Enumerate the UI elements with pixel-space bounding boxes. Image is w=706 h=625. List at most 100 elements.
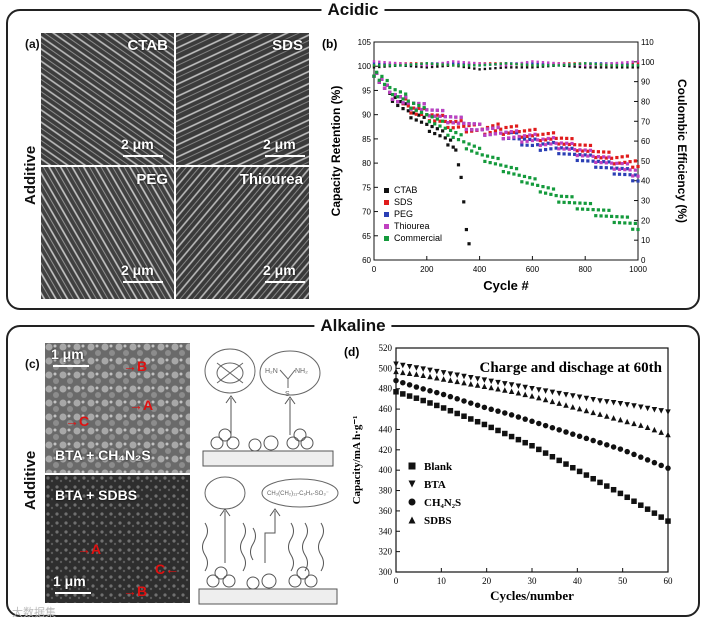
- retention-point: [441, 129, 445, 133]
- retention-point: [570, 195, 574, 199]
- data-point: [508, 412, 515, 418]
- data-point: [481, 377, 488, 383]
- efficiency-point: [473, 67, 476, 70]
- efficiency-point: [372, 64, 376, 67]
- efficiency-point: [610, 62, 613, 65]
- retention-point: [536, 183, 540, 187]
- retention-point: [586, 154, 590, 158]
- efficiency-point: [483, 63, 487, 67]
- retention-point: [623, 168, 627, 172]
- efficiency-point: [446, 63, 450, 67]
- retention-point: [546, 186, 550, 190]
- efficiency-point: [631, 66, 634, 69]
- retention-point: [504, 164, 508, 168]
- retention-point: [620, 166, 624, 171]
- retention-point: [433, 114, 437, 118]
- data-point: [610, 486, 617, 493]
- efficiency-point: [552, 64, 555, 67]
- retention-point: [536, 143, 540, 147]
- y-axis-label: Capacity/mA h·g⁻¹: [351, 416, 363, 505]
- legend-marker: [384, 224, 389, 229]
- retention-point: [536, 138, 540, 142]
- efficiency-point: [541, 61, 545, 64]
- data-point: [631, 451, 637, 458]
- retention-point: [404, 97, 408, 101]
- retention-point: [620, 155, 624, 159]
- retention-point: [591, 149, 595, 154]
- legend-label: SDBS: [424, 515, 452, 527]
- retention-point: [517, 173, 521, 177]
- x-tick-label: 800: [579, 265, 593, 274]
- retention-point: [549, 192, 553, 196]
- retention-point: [404, 95, 408, 99]
- x-axis-label: Cycle #: [483, 278, 529, 293]
- retention-point: [610, 166, 614, 170]
- marker-b-top-label: B: [137, 358, 148, 374]
- retention-point: [441, 119, 445, 123]
- retention-point: [427, 129, 432, 133]
- retention-point: [380, 74, 384, 78]
- retention-point: [575, 158, 579, 163]
- efficiency-point: [425, 64, 428, 67]
- molecule-sketch-top: H₂N NH₂ S: [204, 348, 321, 398]
- y2-tick-label: 40: [641, 177, 650, 186]
- efficiency-point: [483, 67, 487, 71]
- y-tick-label: 85: [362, 135, 371, 144]
- chart-title: Charge and dischage at 60th: [479, 360, 662, 376]
- retention-point: [435, 127, 439, 131]
- retention-point: [451, 126, 455, 130]
- data-point: [508, 382, 515, 388]
- y-tick-label: 60: [362, 256, 371, 265]
- efficiency-point: [568, 64, 571, 68]
- retention-point: [557, 152, 561, 156]
- data-point: [542, 388, 549, 394]
- data-point: [651, 426, 658, 433]
- scale-label-ctab: 2 μm: [121, 136, 154, 152]
- data-point: [522, 416, 528, 422]
- legend-label: Thiourea: [394, 221, 430, 231]
- retention-point: [570, 141, 574, 146]
- y2-tick-label: 60: [641, 137, 650, 146]
- acidic-title: Acidic: [321, 0, 385, 20]
- efficiency-point: [457, 62, 460, 65]
- data-point: [393, 389, 399, 395]
- data-point: [536, 446, 542, 453]
- efficiency-point: [626, 61, 629, 64]
- retention-point: [390, 99, 395, 103]
- adsorption-schematic: H₂N NH₂ S CH₃(CH₂)₁₁-C₆H₄-SO₃⁻: [198, 348, 339, 605]
- efficiency-point: [573, 62, 576, 66]
- x-tick-label: 0: [372, 265, 377, 274]
- data-point: [474, 418, 481, 425]
- efficiency-point: [425, 62, 428, 65]
- panel-b-tag: (b): [322, 37, 337, 51]
- efficiency-point: [636, 64, 640, 67]
- efficiency-point: [467, 64, 471, 67]
- retention-point: [464, 227, 468, 232]
- retention-point: [443, 115, 447, 119]
- retention-point: [451, 135, 455, 140]
- retention-point: [573, 143, 577, 147]
- data-point: [617, 446, 624, 452]
- legend-marker: [384, 236, 389, 241]
- retention-point: [509, 165, 513, 170]
- acidic-side-label: Additive: [22, 145, 39, 205]
- retention-point: [438, 114, 442, 118]
- efficiency-point: [615, 64, 619, 67]
- retention-point: [419, 120, 424, 124]
- y2-tick-label: 90: [641, 78, 650, 87]
- data-point: [556, 400, 562, 406]
- marker-c-top: →C: [65, 413, 90, 429]
- svg-text:NH₂: NH₂: [295, 368, 308, 375]
- retention-point: [499, 131, 503, 135]
- retention-point: [491, 126, 495, 130]
- y2-tick-label: 100: [641, 58, 655, 67]
- retention-point: [409, 106, 413, 110]
- data-point: [563, 429, 569, 435]
- retention-point: [430, 115, 434, 119]
- y-tick-label: 90: [362, 111, 371, 120]
- data-point: [413, 384, 420, 390]
- data-point: [474, 402, 481, 408]
- efficiency-point: [499, 66, 502, 69]
- data-point: [638, 502, 644, 508]
- panel-a-tag: (a): [25, 37, 40, 51]
